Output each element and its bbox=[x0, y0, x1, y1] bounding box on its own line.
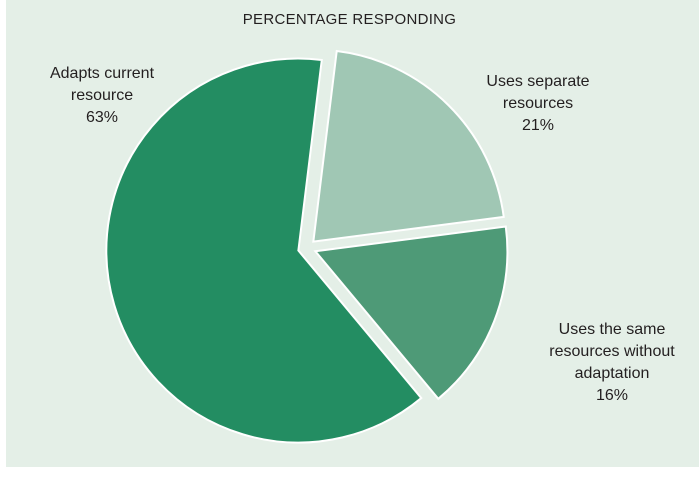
slice-name-label: resource bbox=[71, 87, 133, 104]
slice-name-label: resources bbox=[503, 95, 573, 112]
pie-slice bbox=[313, 225, 509, 401]
slice-value-label: 21% bbox=[522, 117, 554, 134]
chart-title: PERCENTAGE RESPONDING bbox=[242, 11, 457, 28]
pie-slice bbox=[312, 49, 505, 243]
slice-name-label: adaptation bbox=[575, 365, 650, 382]
slice-name-label: resources without bbox=[549, 343, 675, 360]
pie-slice bbox=[105, 57, 423, 444]
slice-name-label: Uses separate bbox=[486, 73, 589, 90]
slice-value-label: 63% bbox=[86, 109, 118, 126]
slice-value-label: 16% bbox=[596, 387, 628, 404]
slice-name-label: Uses the same bbox=[559, 321, 666, 338]
slice-name-label: Adapts current bbox=[50, 65, 155, 82]
